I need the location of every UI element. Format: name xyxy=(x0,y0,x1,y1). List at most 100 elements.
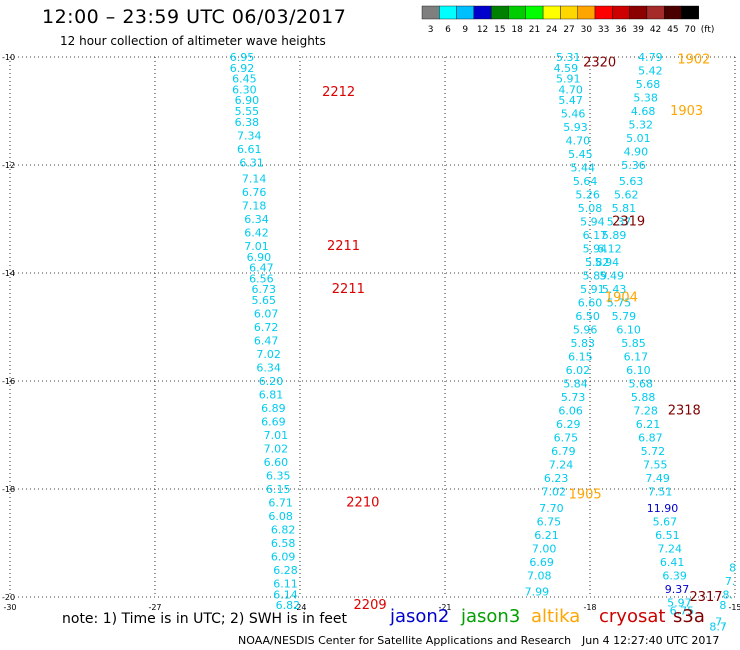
legend-bin-label: 12 xyxy=(477,25,488,35)
wave-height-value: 7.02 xyxy=(256,348,281,361)
legend-swatch xyxy=(681,5,699,20)
wave-height-value: 5.85 xyxy=(621,337,646,350)
wave-height-value: 6.17 xyxy=(583,229,608,242)
wave-height-value: 5.45 xyxy=(568,148,593,161)
wave-height-value: 6.39 xyxy=(662,569,687,582)
wave-height-value: 6.75 xyxy=(670,605,695,618)
wave-height-value: 5.49 xyxy=(600,270,625,283)
pass-time-label: 2211 xyxy=(327,239,360,254)
wave-height-value: 5.68 xyxy=(629,378,654,391)
legend-swatch xyxy=(664,5,682,20)
wave-height-value: 6.76 xyxy=(242,186,267,199)
color-legend: 3 6 9 12 15 18 21 24 27 30 33 36 39 42 45 70 (ft) xyxy=(421,5,715,35)
pass-labels: 2212 2211 2211 2210 2209 2320 1902 1903 2319 1904… xyxy=(322,53,722,613)
wave-height-value: 5.26 xyxy=(575,189,600,202)
footnote: note: 1) Time is in UTC; 2) SWH is in fe… xyxy=(62,611,348,627)
legend-bin-label: 33 xyxy=(598,25,609,35)
credit-line: NOAA/NESDIS Center for Satellite Applica… xyxy=(238,634,572,647)
pass-time-label: 2319 xyxy=(612,215,645,230)
wave-height-value: 6.58 xyxy=(271,537,296,550)
wave-height-value: 6.71 xyxy=(268,497,293,510)
wave-height-value: 7.01 xyxy=(244,240,269,253)
wave-height-value: 9.37 xyxy=(665,583,690,596)
x-tick-label: -24 xyxy=(293,603,306,612)
wave-height-value: 5.42 xyxy=(638,65,663,78)
wave-height-value: 6.89 xyxy=(261,402,286,415)
wave-height-value: 5.83 xyxy=(571,337,596,350)
wave-height-value: 5.91 xyxy=(556,73,581,86)
wave-height-value: 5.72 xyxy=(641,445,666,458)
wave-height-value: 5.55 xyxy=(235,105,260,118)
legend-cryosat: cryosat xyxy=(599,606,666,627)
wave-height-value: 5.94 xyxy=(595,256,620,269)
wave-height-value: 7.55 xyxy=(643,459,668,472)
legend-bin-label: 30 xyxy=(581,25,593,35)
wave-height-value: 6.47 xyxy=(249,262,274,275)
legend-s3a: s3a xyxy=(673,606,705,627)
x-tick-label: -18 xyxy=(583,603,596,612)
wave-height-value: 6.15 xyxy=(568,351,593,364)
wave-height-value: 7.14 xyxy=(242,173,267,186)
wave-height-value: 5.47 xyxy=(558,94,583,107)
wave-height-value: 6.10 xyxy=(616,324,641,337)
generated-timestamp: Jun 4 12:27:40 UTC 2017 xyxy=(582,634,720,647)
wave-height-value: 5.38 xyxy=(633,92,658,105)
wave-height-value: 5.84 xyxy=(563,378,588,391)
wave-height-value: 6.72 xyxy=(254,321,279,334)
wave-height-value: 6.23 xyxy=(544,472,569,485)
wave-height-value: 6.75 xyxy=(537,515,562,528)
wave-height-value: 7. xyxy=(715,615,726,628)
legend-swatch xyxy=(542,5,561,20)
legend-unit: (ft) xyxy=(701,25,715,35)
pass-time-label: 2212 xyxy=(322,85,355,100)
wave-height-value: 7.08 xyxy=(527,569,552,582)
legend-swatch xyxy=(612,5,630,20)
wave-height-value: 7.24 xyxy=(658,542,683,555)
pass-time-label: 1902 xyxy=(677,53,710,68)
wave-height-value: 7.28 xyxy=(633,405,658,418)
wave-height-value: 5.08 xyxy=(578,202,603,215)
x-tick-label: -15 xyxy=(728,603,740,612)
wave-height-value: 6.79 xyxy=(551,445,576,458)
legend-bin-label: 9 xyxy=(462,25,468,35)
legend-bin-label: 15 xyxy=(494,25,505,35)
wave-height-value: 4.90 xyxy=(624,146,649,159)
wave-height-value: 6.92 xyxy=(230,62,255,75)
wave-height-value: 8.7 xyxy=(709,621,727,634)
chart-subtitle: 12 hour collection of altimeter wave hei… xyxy=(60,34,326,48)
legend-swatch xyxy=(508,5,526,20)
wave-height-value: 8. xyxy=(723,588,734,601)
legend-jason2: jason2 xyxy=(390,606,450,627)
wave-height-value: 5.31 xyxy=(556,51,581,64)
y-tick-label: -20 xyxy=(2,593,15,602)
wave-height-value: 7.18 xyxy=(242,200,267,213)
wave-height-value: 11.90 xyxy=(647,502,679,515)
wave-height-value: 4.70 xyxy=(566,135,591,148)
x-tick-label: -21 xyxy=(438,603,451,612)
wave-height-value: 5.94 xyxy=(583,243,608,256)
wave-height-value: 7.01 xyxy=(264,429,289,442)
wave-height-value: 7.24 xyxy=(549,459,574,472)
legend-bin-label: 3 xyxy=(428,25,434,35)
pass-time-label: 2317 xyxy=(689,590,722,605)
wave-height-value: 6.73 xyxy=(252,283,277,296)
legend-bin-label: 36 xyxy=(615,25,627,35)
legend-swatch xyxy=(646,5,665,20)
wave-height-value: 4.79 xyxy=(638,51,663,64)
wave-height-value: 7.02 xyxy=(542,486,567,499)
wave-height-value: 5.89 xyxy=(602,229,627,242)
legend-altika: altika xyxy=(531,606,581,627)
legend-bin-label: 24 xyxy=(546,25,558,35)
wave-height-value: 6.41 xyxy=(660,556,685,569)
y-tick-label: -14 xyxy=(2,269,15,278)
wave-height-value: 6.21 xyxy=(636,418,661,431)
legend-bin-label: 45 xyxy=(667,25,678,35)
wave-height-value: 7. xyxy=(725,575,736,588)
x-tick-label: -30 xyxy=(3,603,16,612)
wave-height-value: 6.34 xyxy=(256,362,281,375)
wave-height-value: 6.90 xyxy=(247,251,272,264)
wave-height-value: 4.68 xyxy=(631,105,656,118)
wave-height-value: 6.51 xyxy=(655,529,680,542)
wave-height-value: 6.12 xyxy=(597,243,622,256)
wave-height-value: 5.43 xyxy=(602,283,627,296)
